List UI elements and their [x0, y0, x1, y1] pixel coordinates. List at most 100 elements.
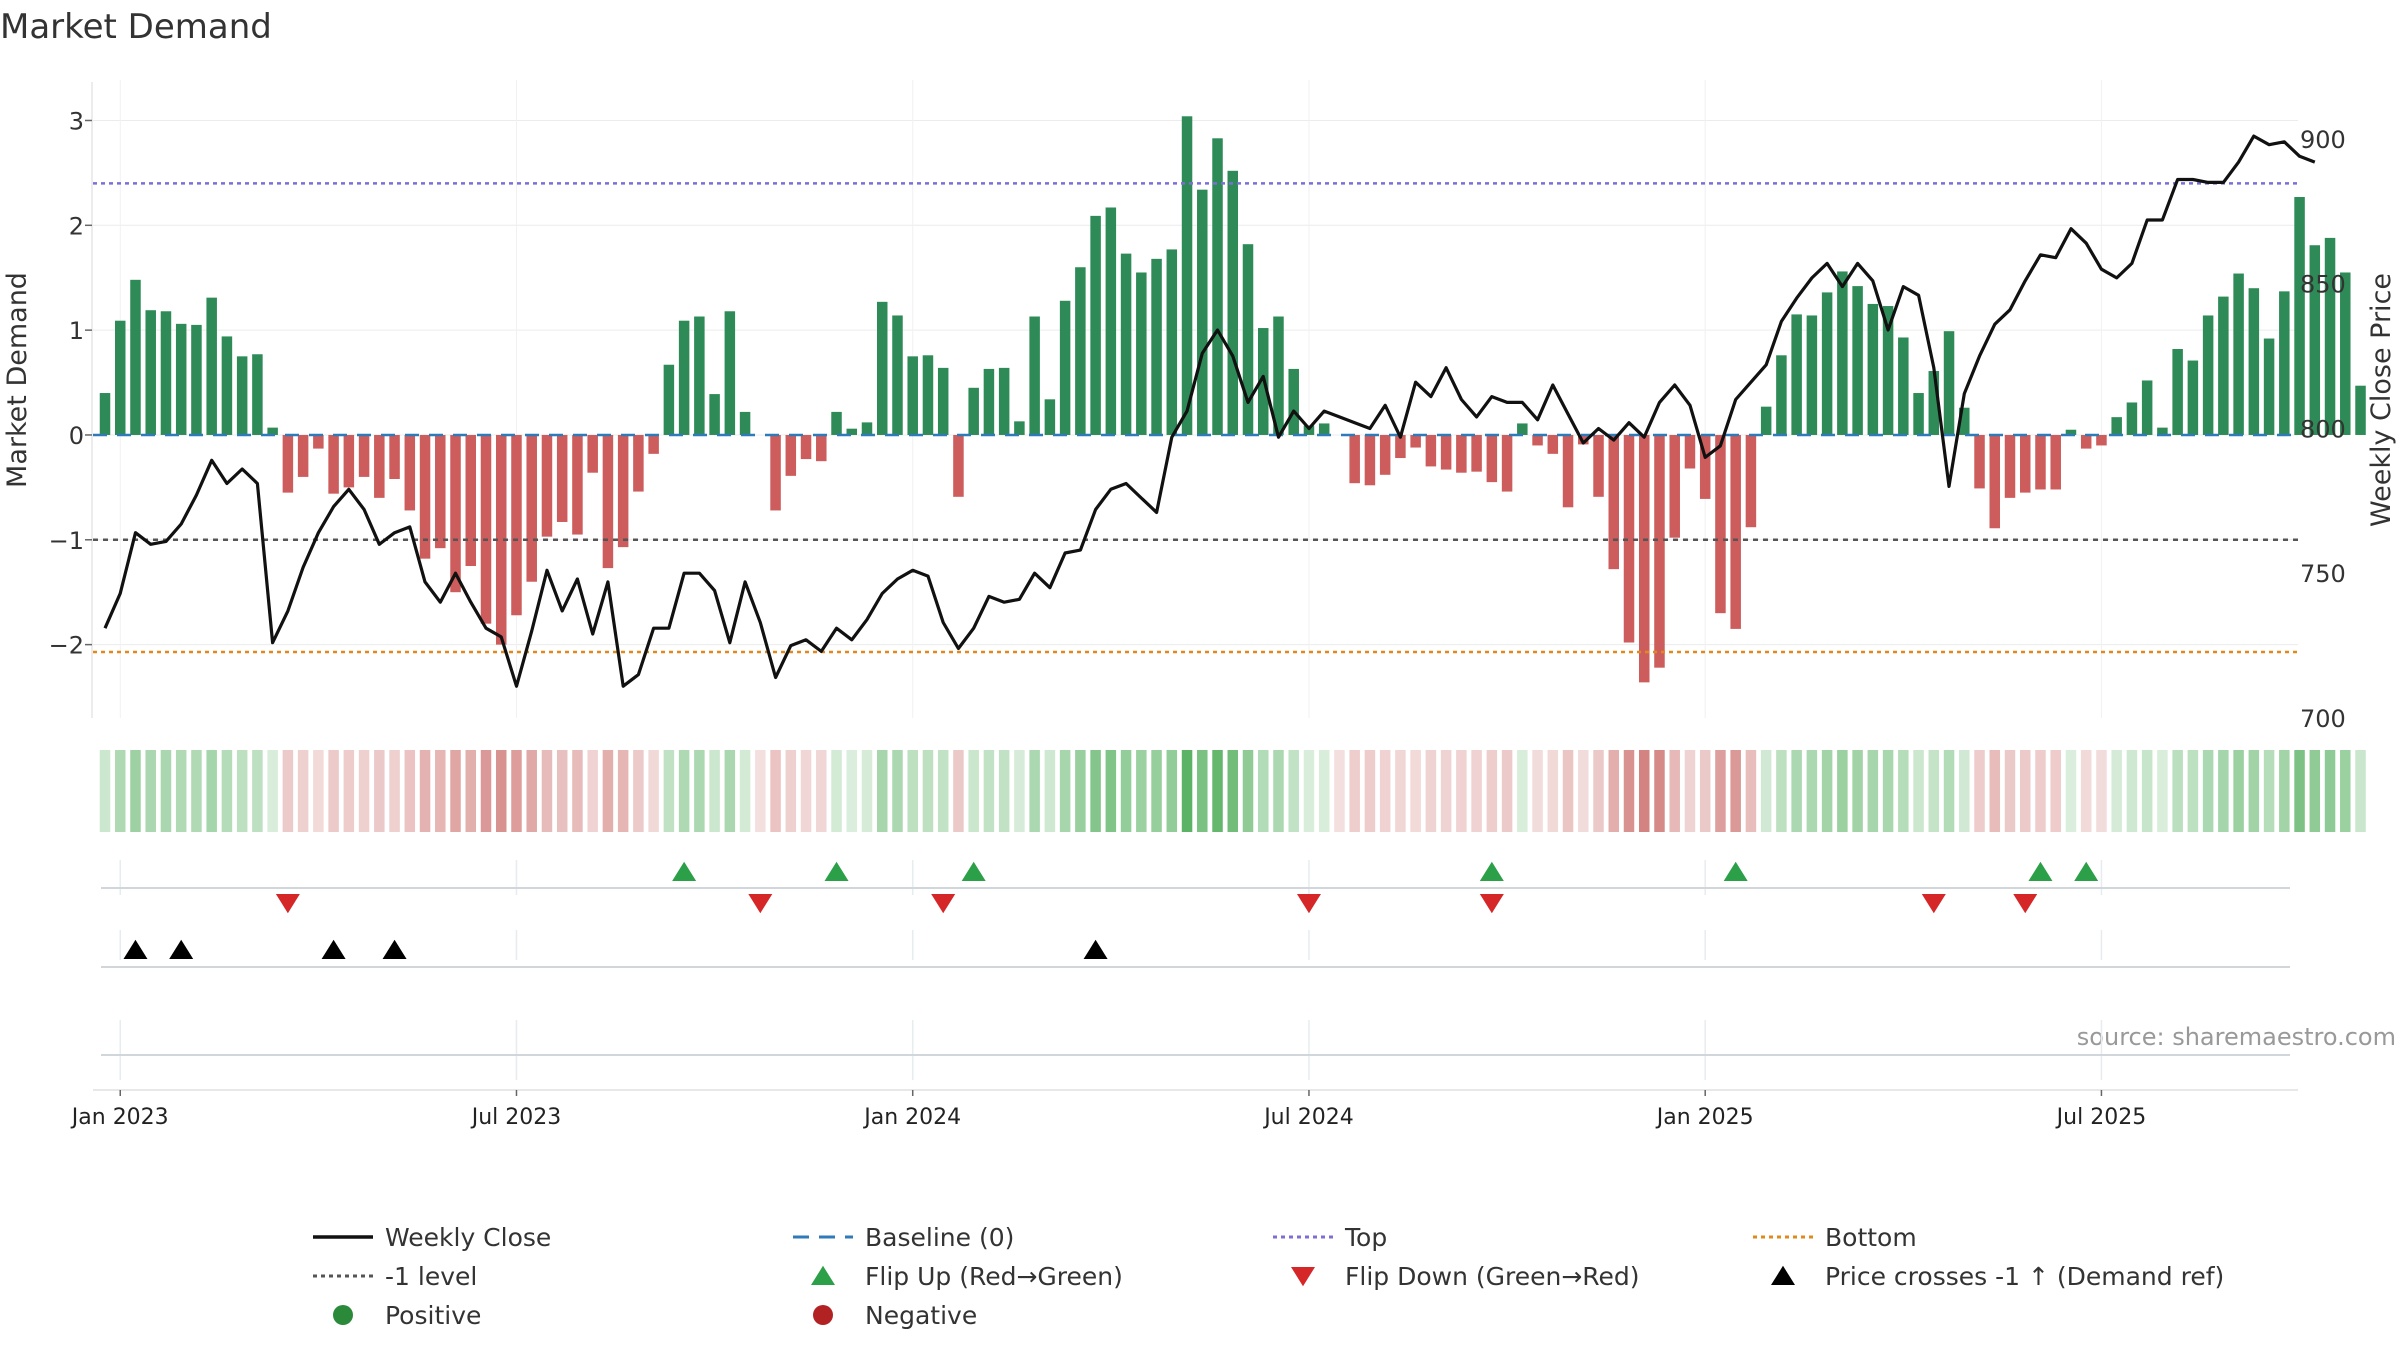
demand-bar	[816, 434, 827, 462]
demand-bar	[800, 434, 812, 460]
demand-bar	[1181, 116, 1193, 435]
demand-bar	[1166, 249, 1178, 435]
strip-cell	[511, 750, 522, 832]
demand-bar	[1273, 316, 1284, 435]
demand-bar	[541, 434, 553, 537]
demand-bar	[1532, 434, 1543, 446]
demand-bar	[145, 310, 156, 435]
demand-bar	[2263, 338, 2275, 435]
strip-cell	[1349, 750, 1360, 832]
strip-cell	[1440, 750, 1452, 832]
strip-cell	[2019, 750, 2031, 832]
demand-bar	[1669, 434, 1680, 538]
demand-bar	[2248, 288, 2260, 435]
legend-item: Flip Down (Green→Red)	[1291, 1262, 1640, 1291]
demand-bar	[831, 411, 842, 435]
demand-bar	[2187, 360, 2199, 435]
legend-label: Baseline (0)	[865, 1223, 1014, 1252]
strip-cell	[1257, 750, 1269, 832]
strip-cell	[1882, 750, 1894, 832]
demand-bar	[1989, 434, 2001, 529]
demand-bar	[953, 434, 964, 497]
price-cross-marker	[382, 939, 407, 959]
flip-up-marker	[2028, 861, 2053, 881]
strip-cell	[1745, 750, 1757, 832]
strip-cell	[1105, 750, 1117, 832]
strip-cell	[99, 750, 111, 832]
demand-bar	[160, 311, 172, 435]
strip-cell	[1075, 750, 1086, 832]
legend-item: Flip Up (Red→Green)	[811, 1262, 1123, 1291]
demand-bar	[602, 434, 614, 569]
demand-bar	[663, 364, 675, 435]
demand-bar	[1974, 434, 1985, 489]
demand-bar	[1623, 434, 1635, 643]
demand-bar	[1547, 434, 1559, 454]
strip-cell	[358, 750, 370, 832]
demand-bar	[1410, 434, 1421, 448]
legend: Weekly Close Baseline (0) Top Bottom -1 leve…	[313, 1223, 2224, 1330]
demand-bar	[1379, 434, 1391, 475]
strip-cell	[343, 750, 355, 832]
strip-cell	[556, 750, 568, 832]
demand-bar	[861, 422, 873, 435]
demand-bar	[739, 411, 751, 435]
demand-bar	[2035, 434, 2046, 490]
legend-label: Positive	[385, 1301, 481, 1330]
demand-bar	[2324, 237, 2336, 435]
y-tick-label: −1	[49, 527, 84, 555]
y-tick-label: −2	[49, 632, 84, 660]
strip-cell	[2340, 750, 2351, 832]
flip-down-marker	[1296, 894, 1321, 914]
demand-bar	[1395, 434, 1406, 459]
strip-cell	[267, 750, 278, 832]
chart-title: Market Demand	[0, 7, 272, 47]
strip-cell	[1410, 750, 1421, 832]
strip-cell	[709, 750, 720, 832]
strip-cell	[435, 750, 446, 832]
strip-cell	[2202, 750, 2214, 832]
demand-bar	[1014, 421, 1025, 435]
legend-label: Flip Down (Green→Red)	[1345, 1262, 1640, 1291]
strip-cell	[2248, 750, 2260, 832]
demand-bar	[2172, 349, 2183, 435]
strip-cell	[236, 750, 248, 832]
demand-bar	[2202, 315, 2214, 435]
demand-bar	[2294, 197, 2305, 435]
demand-bar	[709, 394, 720, 435]
strip-cell	[1821, 750, 1833, 832]
strip-cell	[1273, 750, 1284, 832]
demand-bar	[648, 434, 659, 454]
strip-cell	[1334, 750, 1345, 832]
demand-bar	[2141, 380, 2153, 435]
legend-swatch-triangle-down	[1291, 1267, 1315, 1287]
strip-cell	[2050, 750, 2061, 832]
strip-cell	[2126, 750, 2138, 832]
strip-cell	[465, 750, 477, 832]
demand-bar	[313, 434, 324, 449]
demand-bar	[1303, 425, 1315, 435]
strip-cell	[1913, 750, 1924, 832]
flip-down-marker	[275, 894, 300, 914]
flip-up-marker	[1479, 861, 1504, 881]
strip-cell	[1776, 750, 1787, 832]
flip-down-marker	[931, 894, 956, 914]
demand-bar	[1760, 406, 1772, 435]
demand-bar	[572, 434, 583, 535]
legend-item: Bottom	[1753, 1223, 1917, 1252]
strip-cell	[221, 750, 233, 832]
demand-bar	[1425, 434, 1437, 467]
strip-cell	[160, 750, 172, 832]
demand-bar	[1867, 303, 1879, 435]
legend-item: Positive	[333, 1301, 481, 1330]
strip-cell	[1318, 750, 1330, 832]
demand-bar	[846, 428, 858, 435]
demand-bar	[1471, 434, 1482, 472]
strip-cell	[572, 750, 583, 832]
flip-down-marker	[748, 894, 773, 914]
demand-bar	[1882, 306, 1894, 435]
legend-swatch-triangle-up	[1771, 1265, 1795, 1285]
strip-cell	[755, 750, 766, 832]
strip-cell	[389, 750, 400, 832]
